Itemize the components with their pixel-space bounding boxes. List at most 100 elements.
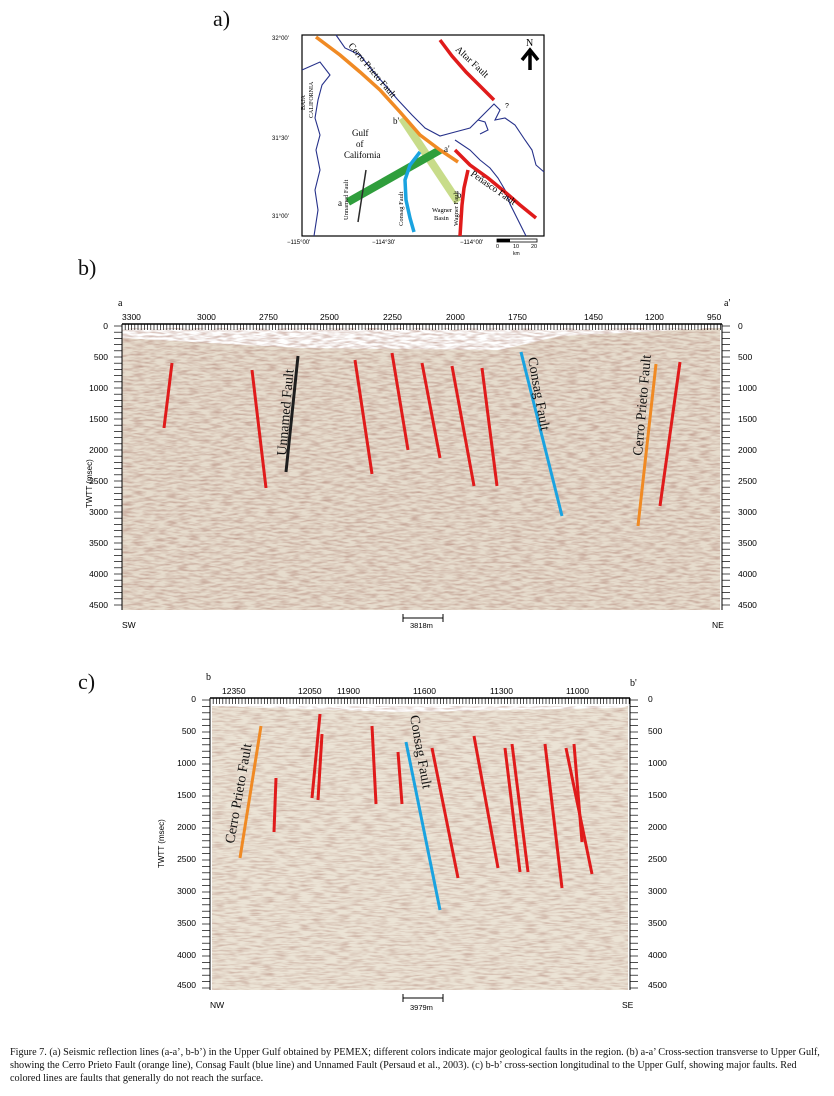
b-y-1000: 1000 bbox=[89, 383, 108, 393]
b-red-faults bbox=[162, 352, 682, 507]
place-gulf-3: California bbox=[344, 150, 381, 160]
c-right-dir: SE bbox=[622, 1000, 634, 1010]
b-yr-1000: 1000 bbox=[738, 383, 757, 393]
b-yr-1500: 1500 bbox=[738, 414, 757, 424]
c-yr-500: 500 bbox=[648, 726, 662, 736]
section-b-end: a' bbox=[724, 298, 730, 309]
map-consag-fault bbox=[403, 150, 422, 233]
b-yr-500: 500 bbox=[738, 352, 752, 362]
c-scale: 3979m bbox=[410, 1003, 433, 1012]
c-left-dir: NW bbox=[210, 1000, 224, 1010]
coastline-sonora bbox=[454, 119, 527, 237]
c-y-3500: 3500 bbox=[177, 918, 196, 928]
b-y-2500: 2500 bbox=[89, 476, 108, 486]
b-cerro-prieto-fault-line bbox=[636, 363, 658, 527]
lat-label-3130: 31°30' bbox=[272, 136, 289, 142]
b-yr-0: 0 bbox=[738, 321, 743, 331]
c-yr-2500: 2500 bbox=[648, 854, 667, 864]
c-top-11900: 11900 bbox=[337, 686, 360, 696]
lat-label-32: 32°00' bbox=[272, 36, 289, 42]
section-c-start: b bbox=[206, 672, 211, 683]
point-b-prime: b' bbox=[393, 116, 400, 126]
figure-caption: Figure 7. (a) Seismic reflection lines (… bbox=[10, 1047, 820, 1084]
map-unnamed-fault bbox=[357, 169, 367, 223]
place-gulf-1: Gulf bbox=[352, 128, 369, 138]
b-top-3300: 3300 bbox=[122, 312, 141, 322]
b-y-1500: 1500 bbox=[89, 414, 108, 424]
map-penasco-fault bbox=[453, 148, 538, 220]
c-y-500: 500 bbox=[182, 726, 196, 736]
question-mark: ? bbox=[505, 103, 509, 110]
section-b-start: a bbox=[118, 298, 123, 309]
c-y-2000: 2000 bbox=[177, 822, 196, 832]
c-y-0: 0 bbox=[191, 694, 196, 704]
map-altar-fault bbox=[438, 38, 496, 102]
c-y-4000: 4000 bbox=[177, 950, 196, 960]
c-yr-3500: 3500 bbox=[648, 918, 667, 928]
panel-c-label: c) bbox=[78, 669, 96, 694]
c-yr-4000: 4000 bbox=[648, 950, 667, 960]
b-y-2000: 2000 bbox=[89, 445, 108, 455]
b-yr-4000: 4000 bbox=[738, 569, 757, 579]
c-yr-4500: 4500 bbox=[648, 980, 667, 990]
section-c-end: b' bbox=[630, 678, 637, 689]
b-yr-3500: 3500 bbox=[738, 538, 757, 548]
b-y-3000: 3000 bbox=[89, 507, 108, 517]
label-wagner: Wagner Fault bbox=[453, 191, 460, 226]
c-ylabel: TWTT (msec) bbox=[157, 819, 166, 868]
c-y-1000: 1000 bbox=[177, 758, 196, 768]
b-top-1200: 1200 bbox=[645, 312, 664, 322]
c-y-4500: 4500 bbox=[177, 980, 196, 990]
map-wagner-fault bbox=[458, 169, 470, 237]
svg-text:0: 0 bbox=[496, 244, 499, 250]
svg-text:20: 20 bbox=[531, 244, 537, 250]
place-wagner-1: Wagner bbox=[432, 207, 453, 214]
b-top-950: 950 bbox=[707, 312, 721, 322]
b-ylabel: TWTT (msec) bbox=[85, 459, 94, 508]
point-a-prime: a' bbox=[444, 144, 450, 154]
coastline-north bbox=[335, 34, 545, 173]
b-y-3500: 3500 bbox=[89, 538, 108, 548]
lon-label-115: −115°00' bbox=[287, 240, 310, 246]
c-top-12050: 12050 bbox=[298, 686, 322, 696]
c-top-11000: 11000 bbox=[566, 686, 589, 696]
point-a: a bbox=[338, 198, 342, 208]
c-yr-1500: 1500 bbox=[648, 790, 667, 800]
map-cerro-prieto-fault bbox=[314, 35, 459, 164]
north-arrow-icon bbox=[520, 47, 540, 70]
coastline-baja bbox=[301, 61, 331, 237]
c-yr-1000: 1000 bbox=[648, 758, 667, 768]
b-right-dir: NE bbox=[712, 620, 724, 630]
b-yr-4500: 4500 bbox=[738, 600, 757, 610]
c-consag-fault-line bbox=[404, 741, 442, 911]
c-top-11600: 11600 bbox=[413, 686, 436, 696]
b-yr-3000: 3000 bbox=[738, 507, 757, 517]
b-consag-fault-line bbox=[519, 351, 564, 517]
b-top-3000: 3000 bbox=[197, 312, 216, 322]
c-y-2500: 2500 bbox=[177, 854, 196, 864]
label-consag: Consag Fault bbox=[398, 191, 405, 226]
b-top-2500: 2500 bbox=[320, 312, 339, 322]
place-baja-1: BAJA bbox=[301, 94, 307, 110]
c-yr-2000: 2000 bbox=[648, 822, 667, 832]
b-unnamed-fault-line bbox=[284, 355, 300, 473]
c-top-11300: 11300 bbox=[490, 686, 513, 696]
b-scale: 3818m bbox=[410, 621, 433, 630]
place-gulf-2: of bbox=[356, 139, 364, 149]
b-top-2750: 2750 bbox=[259, 312, 278, 322]
c-top-12350: 12350 bbox=[222, 686, 246, 696]
b-top-1750: 1750 bbox=[508, 312, 527, 322]
b-yr-2000: 2000 bbox=[738, 445, 757, 455]
seismic-section-aa: a a' 3300 3000 2750 2500 2250 2000 1750 … bbox=[85, 298, 757, 630]
location-map: N 32°00' 31°30' 31°00' −115°00' −114°30'… bbox=[272, 34, 545, 257]
b-left-dir: SW bbox=[122, 620, 136, 630]
panel-b-label: b) bbox=[78, 255, 97, 280]
north-label: N bbox=[526, 38, 533, 49]
label-unnamed: Unnamed Fault bbox=[343, 180, 350, 220]
b-y-4500: 4500 bbox=[89, 600, 108, 610]
c-yr-0: 0 bbox=[648, 694, 653, 704]
c-yr-3000: 3000 bbox=[648, 886, 667, 896]
c-cerro-prieto-fault-line bbox=[238, 725, 263, 859]
seismic-line-a bbox=[346, 146, 442, 206]
place-baja-2: CALIFORNIA bbox=[309, 81, 315, 118]
